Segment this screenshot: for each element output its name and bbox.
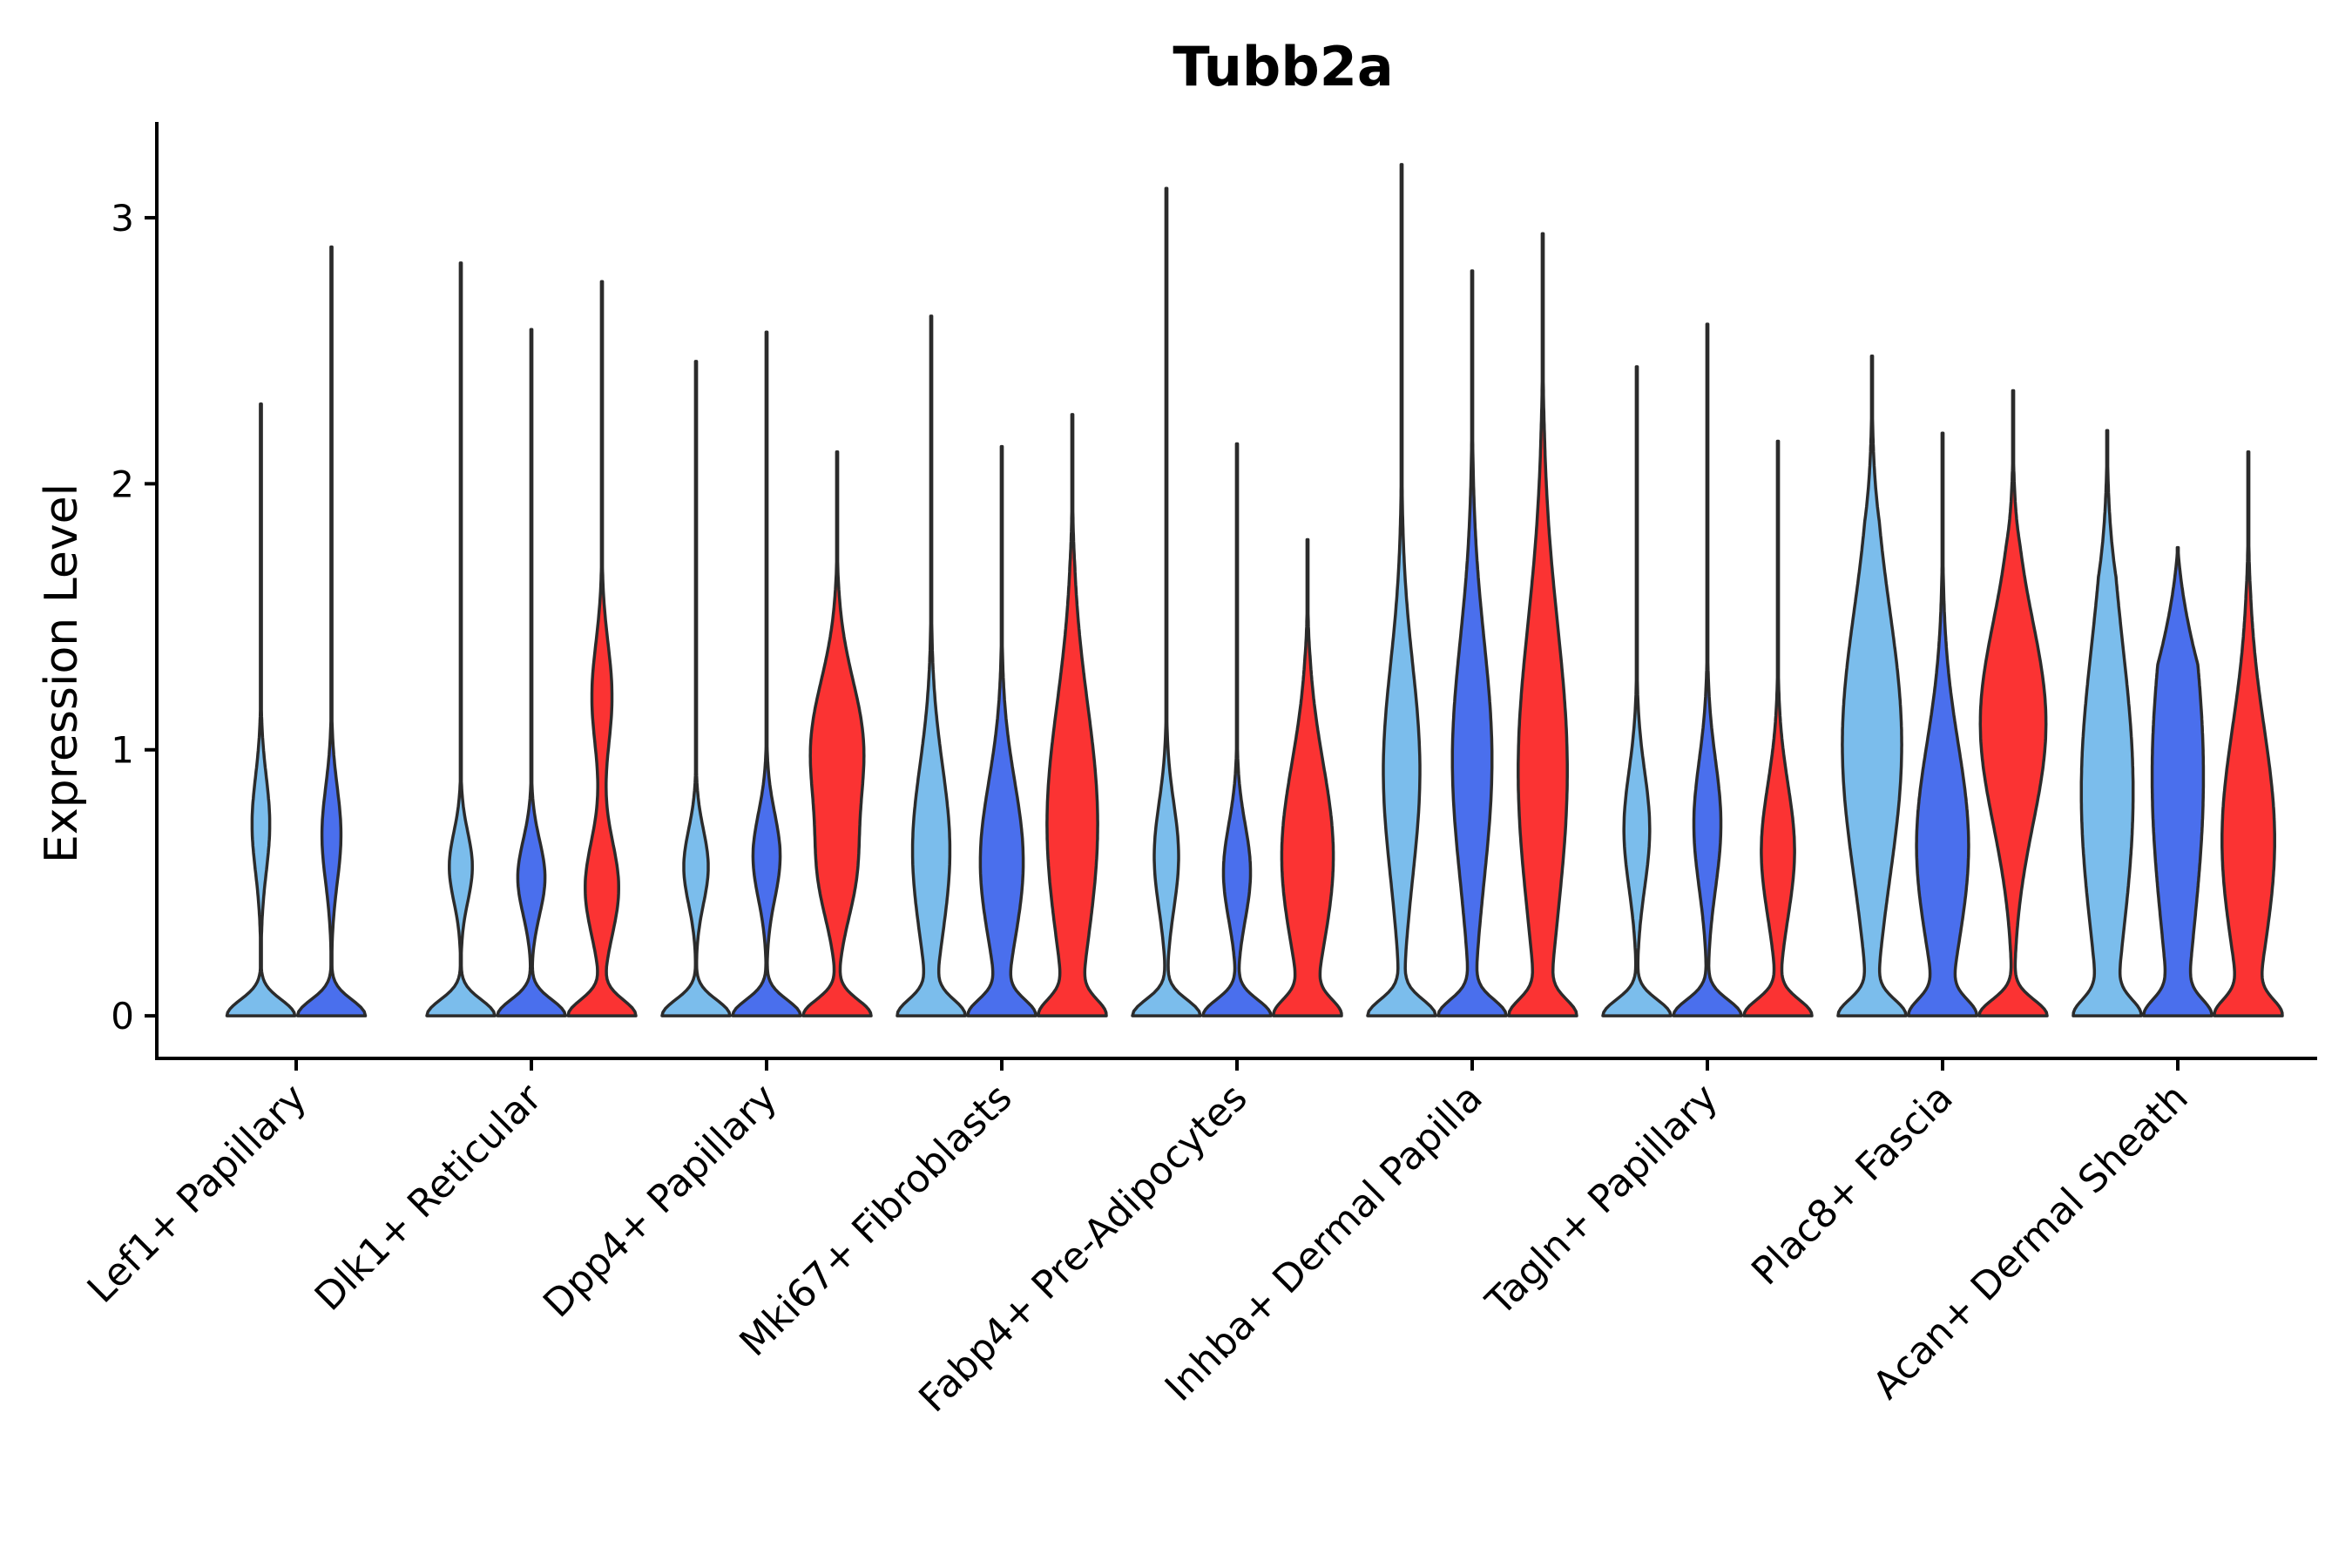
y-tick-label: 0 [111,995,134,1037]
violin [2142,545,2213,1017]
axis-lines [155,122,2317,1060]
y-tick-label: 1 [111,729,134,772]
violin [225,402,297,1017]
violin [425,261,497,1017]
x-tick-label: Dlk1+ Reticular [307,1075,551,1320]
violin [660,360,732,1017]
y-tick-label: 3 [111,197,134,240]
violin [1201,442,1273,1017]
violin [1272,537,1343,1017]
violin [1907,431,1978,1017]
violin [1436,269,1508,1017]
violin [801,449,873,1017]
violin [1507,232,1578,1017]
x-tick-label: Plac8+ Fascia [1743,1076,1962,1294]
y-axis-label: Expression Level [36,483,88,863]
violins [225,163,2284,1017]
violin [1131,186,1202,1017]
violin [2213,449,2284,1017]
violin [731,330,802,1017]
violin [966,444,1037,1017]
violin [496,328,567,1017]
x-tick-label: Lef1+ Papillary [79,1076,315,1312]
violin [566,280,638,1017]
violin [1672,322,1743,1017]
chart-title: Tubb2a [1173,35,1393,98]
x-tick-label: Dpp4+ Papillary [535,1076,786,1327]
y-tick-label: 2 [111,463,134,505]
violin [1366,163,1437,1017]
violin [1977,389,2049,1017]
violin [1742,439,1814,1017]
x-tick-label: Tagln+ Papillary [1477,1076,1727,1325]
violin [1601,365,1673,1017]
violin [1836,355,1908,1017]
violin [2072,429,2143,1017]
violin [1037,413,1108,1017]
violin [896,314,967,1017]
violin [295,245,368,1017]
